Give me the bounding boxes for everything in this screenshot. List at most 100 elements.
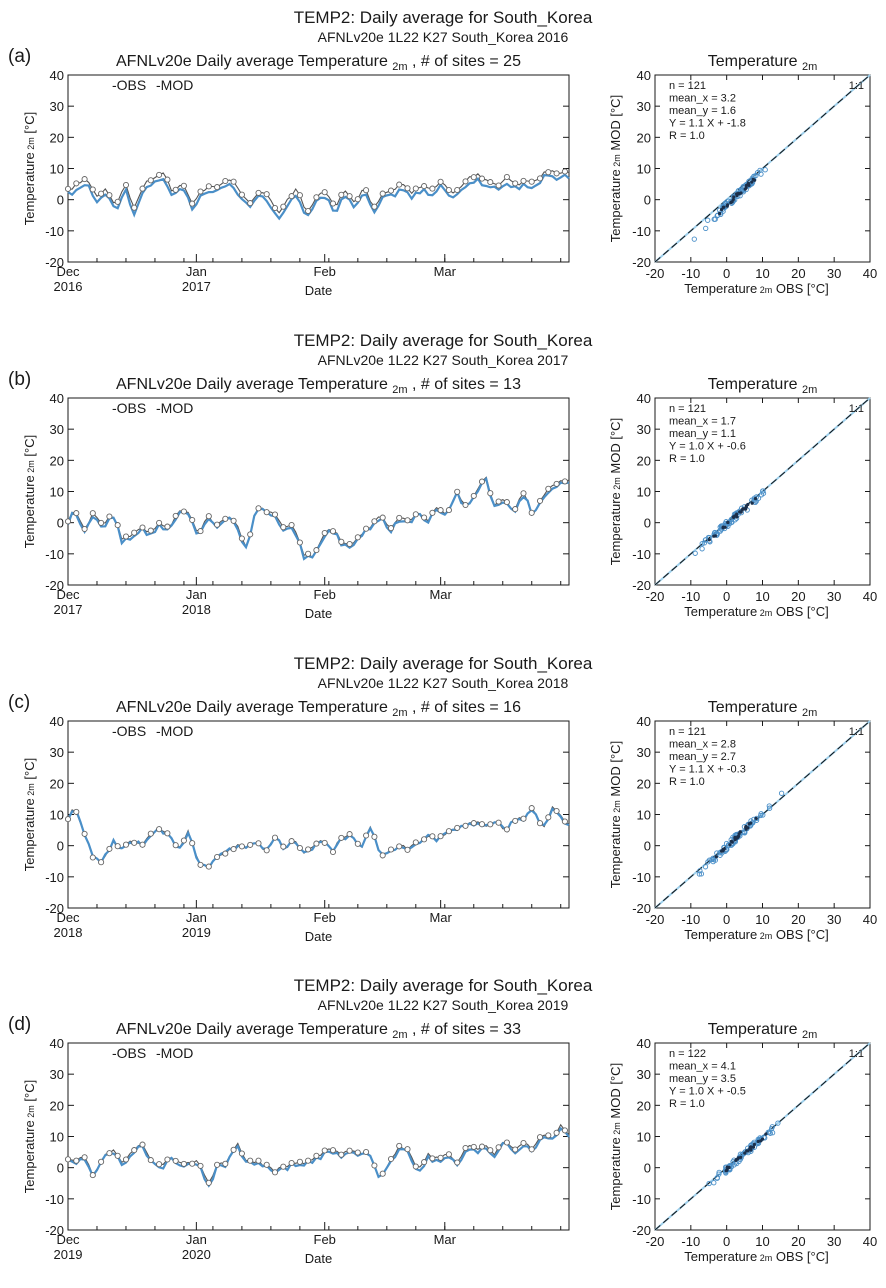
obs-point xyxy=(421,514,428,521)
obs-point xyxy=(131,1147,138,1154)
figure-panel-d: TEMP2: Daily average for South_Korea AFN… xyxy=(0,968,886,1288)
mod-series-line xyxy=(67,807,570,870)
obs-point xyxy=(371,518,378,525)
panel-title: TEMP2: Daily average for South_Korea xyxy=(293,976,593,995)
scatter-point-dense xyxy=(751,1145,756,1149)
y-tick-label: 20 xyxy=(50,453,64,468)
obs-point xyxy=(147,830,154,837)
scatter-point-dense xyxy=(752,1142,757,1146)
x-axis-title: Date xyxy=(305,929,332,944)
scatter-point-dense xyxy=(720,208,724,212)
obs-point xyxy=(470,492,477,499)
y-axis-title: Temperature 2m [°C] xyxy=(22,758,37,871)
obs-point xyxy=(412,185,419,192)
obs-point xyxy=(379,190,386,197)
x-axis-title: Date xyxy=(305,1251,332,1266)
obs-point xyxy=(114,522,121,529)
scatter-stat: R = 1.0 xyxy=(669,1098,705,1110)
one-to-one-line xyxy=(654,397,871,586)
obs-point xyxy=(470,820,477,827)
y-axis-title: Temperature 2m [°C] xyxy=(22,112,37,225)
obs-point xyxy=(462,178,469,185)
x-tick-label: Jan xyxy=(186,1232,207,1247)
scatter-x-tick-label: -10 xyxy=(681,589,700,604)
scatter-stat: R = 1.0 xyxy=(669,776,705,788)
obs-point xyxy=(147,177,154,184)
obs-point xyxy=(429,509,436,516)
obs-point xyxy=(180,1160,187,1167)
scatter-y-tick-label: 30 xyxy=(637,422,651,437)
obs-point xyxy=(553,807,560,815)
obs-point xyxy=(528,509,535,516)
scatter-stat: R = 1.0 xyxy=(669,130,705,142)
y-tick-label: 40 xyxy=(50,391,64,406)
legend-obs: -OBS xyxy=(112,77,146,93)
obs-point xyxy=(89,186,96,193)
obs-point xyxy=(454,186,461,194)
scatter-y-axis-title: Temperature 2m MOD [°C] xyxy=(608,741,623,888)
scatter-point-dense xyxy=(739,1155,743,1159)
scatter-x-tick-label: 20 xyxy=(791,589,805,604)
scatter-y-axis-title: Temperature 2m MOD [°C] xyxy=(608,418,623,565)
scatter-point-dense xyxy=(751,177,755,181)
y-tick-label: 30 xyxy=(50,745,64,760)
obs-point xyxy=(429,185,436,192)
obs-point xyxy=(247,200,254,207)
scatter-x-tick-label: -20 xyxy=(646,589,665,604)
obs-point xyxy=(321,529,328,537)
scatter-title: Temperature 2m xyxy=(708,376,818,396)
obs-point xyxy=(396,1142,403,1149)
y-tick-label: 10 xyxy=(50,1130,64,1145)
x-year-label: 2017 xyxy=(54,602,83,617)
y-tick-label: -10 xyxy=(45,224,64,239)
scatter-y-tick-label: -10 xyxy=(632,870,651,885)
obs-point xyxy=(445,507,452,514)
obs-point xyxy=(371,1162,378,1169)
panel-label: (d) xyxy=(8,1014,32,1035)
scatter-x-tick-label: 10 xyxy=(755,266,769,281)
obs-point xyxy=(545,1132,552,1139)
obs-point xyxy=(338,1151,345,1158)
timeseries-chart: AFNLv20e Daily average Temperature 2m , … xyxy=(22,53,877,298)
obs-point xyxy=(536,175,544,182)
y-tick-label: 40 xyxy=(50,714,64,729)
scatter-point-dense xyxy=(724,1169,728,1173)
obs-point xyxy=(371,203,378,210)
obs-point xyxy=(429,833,436,840)
y-tick-label: -20 xyxy=(45,1223,64,1238)
obs-point xyxy=(172,186,179,193)
obs-point xyxy=(495,498,502,505)
scatter-y-tick-label: 0 xyxy=(644,1161,651,1176)
scatter-stat: Y = 1.1 X + -0.3 xyxy=(669,764,746,776)
obs-point xyxy=(131,839,138,846)
obs-point xyxy=(478,821,486,828)
y-tick-label: -10 xyxy=(45,870,64,885)
obs-point xyxy=(495,182,502,189)
obs-point xyxy=(189,1160,196,1167)
scatter-stat: Y = 1.1 X + -1.8 xyxy=(669,118,746,130)
scatter-y-tick-label: 10 xyxy=(637,1130,651,1145)
obs-point xyxy=(512,1146,519,1153)
scatter-x-tick-label: 40 xyxy=(863,589,877,604)
obs-point xyxy=(64,518,72,525)
scatter-point-dense xyxy=(735,192,739,196)
panel-title: TEMP2: Daily average for South_Korea xyxy=(293,654,593,673)
obs-point xyxy=(313,547,320,554)
x-tick-label: Mar xyxy=(434,1232,457,1247)
scatter-point-dense xyxy=(728,843,732,847)
scatter-point xyxy=(720,208,726,214)
x-tick-label: Feb xyxy=(314,587,336,602)
obs-point xyxy=(147,527,154,534)
scatter-point xyxy=(709,856,715,863)
scatter-x-tick-label: 30 xyxy=(827,912,841,927)
obs-point xyxy=(512,506,519,513)
scatter-point xyxy=(753,172,759,179)
scatter-point-dense xyxy=(714,855,719,859)
scatter-x-tick-label: 0 xyxy=(723,589,730,604)
scatter-point-dense xyxy=(744,504,749,508)
obs-point xyxy=(147,1157,154,1164)
x-year-label: 2019 xyxy=(54,1247,83,1262)
scatter-x-tick-label: 20 xyxy=(791,1234,805,1249)
obs-point xyxy=(106,1150,113,1157)
scatter-y-tick-label: 10 xyxy=(637,485,651,500)
